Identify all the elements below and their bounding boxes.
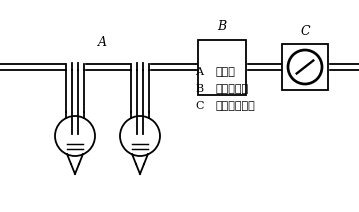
Text: A: A — [98, 36, 107, 49]
Circle shape — [288, 50, 322, 84]
Text: C: C — [300, 25, 310, 38]
Bar — [198, 39, 246, 95]
Circle shape — [120, 116, 160, 156]
Circle shape — [55, 116, 95, 156]
Text: 吸収瓶: 吸収瓶 — [215, 67, 235, 77]
Text: A: A — [195, 67, 203, 77]
Text: 吸引ポンプ: 吸引ポンプ — [215, 84, 248, 94]
Text: ガスメーター: ガスメーター — [215, 101, 255, 111]
Text: B: B — [218, 21, 227, 33]
Bar — [282, 44, 328, 90]
Text: C: C — [195, 101, 204, 111]
Text: B: B — [195, 84, 203, 94]
